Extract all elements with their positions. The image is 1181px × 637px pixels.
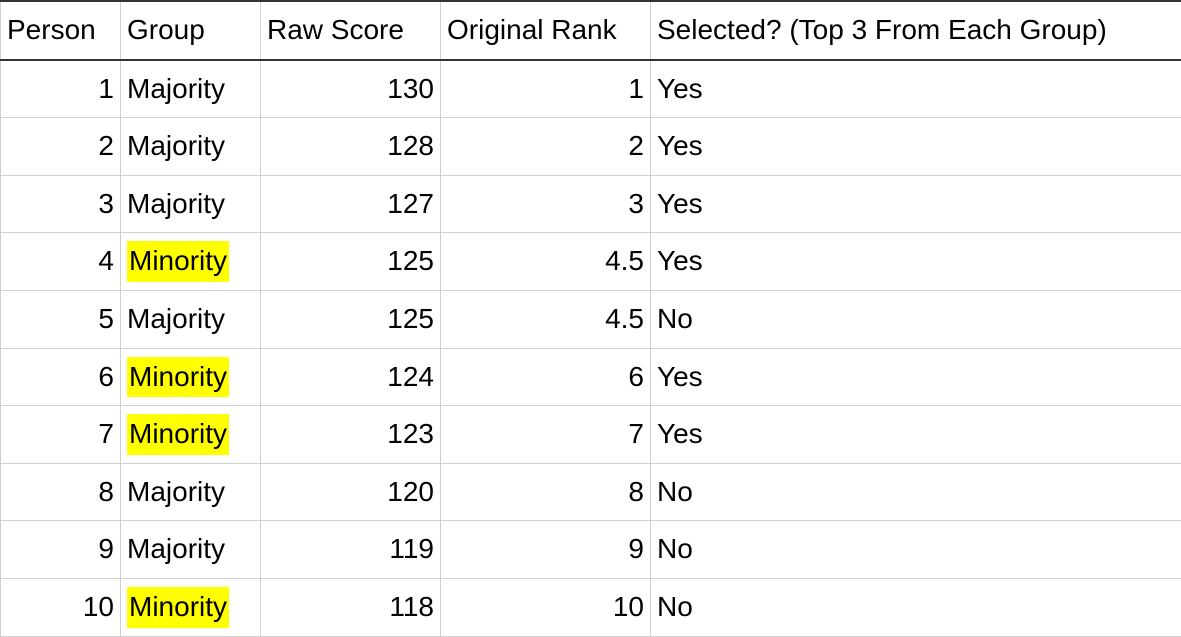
cell-person: 10: [1, 578, 121, 636]
cell-selected: No: [651, 521, 1181, 579]
cell-score: 128: [261, 118, 441, 176]
cell-person: 1: [1, 60, 121, 118]
cell-score: 118: [261, 578, 441, 636]
cell-score: 130: [261, 60, 441, 118]
cell-rank: 6: [441, 348, 651, 406]
cell-selected: Yes: [651, 406, 1181, 464]
table-body: 1Majority1301Yes2Majority1282Yes3Majorit…: [1, 60, 1181, 636]
header-row: Person Group Raw Score Original Rank Sel…: [1, 1, 1181, 60]
cell-score: 123: [261, 406, 441, 464]
cell-group: Majority: [121, 60, 261, 118]
header-rank: Original Rank: [441, 1, 651, 60]
group-highlight: Minority: [127, 357, 229, 398]
cell-selected: No: [651, 290, 1181, 348]
cell-person: 3: [1, 175, 121, 233]
cell-rank: 7: [441, 406, 651, 464]
header-selected: Selected? (Top 3 From Each Group): [651, 1, 1181, 60]
cell-selected: Yes: [651, 175, 1181, 233]
table-row: 6Minority1246Yes: [1, 348, 1181, 406]
cell-person: 9: [1, 521, 121, 579]
cell-group: Minority: [121, 348, 261, 406]
cell-score: 125: [261, 290, 441, 348]
table-row: 9Majority1199No: [1, 521, 1181, 579]
table-row: 3Majority1273Yes: [1, 175, 1181, 233]
table-row: 2Majority1282Yes: [1, 118, 1181, 176]
cell-score: 127: [261, 175, 441, 233]
header-score: Raw Score: [261, 1, 441, 60]
cell-person: 7: [1, 406, 121, 464]
table-row: 7Minority1237Yes: [1, 406, 1181, 464]
cell-rank: 4.5: [441, 290, 651, 348]
table-row: 8Majority1208No: [1, 463, 1181, 521]
cell-rank: 2: [441, 118, 651, 176]
table-row: 4Minority 1254.5Yes: [1, 233, 1181, 291]
cell-rank: 3: [441, 175, 651, 233]
cell-selected: Yes: [651, 348, 1181, 406]
cell-selected: No: [651, 578, 1181, 636]
cell-rank: 9: [441, 521, 651, 579]
group-highlight: Minority: [127, 414, 229, 455]
cell-rank: 1: [441, 60, 651, 118]
cell-selected: Yes: [651, 118, 1181, 176]
cell-group: Minority: [121, 406, 261, 464]
cell-selected: No: [651, 463, 1181, 521]
cell-group: Majority: [121, 463, 261, 521]
cell-group: Majority: [121, 521, 261, 579]
cell-selected: Yes: [651, 60, 1181, 118]
cell-score: 124: [261, 348, 441, 406]
cell-group: Minority: [121, 233, 261, 291]
cell-score: 119: [261, 521, 441, 579]
cell-person: 8: [1, 463, 121, 521]
cell-group: Majority: [121, 175, 261, 233]
cell-score: 120: [261, 463, 441, 521]
cell-rank: 8: [441, 463, 651, 521]
table-row: 1Majority1301Yes: [1, 60, 1181, 118]
group-highlight: Minority: [127, 241, 229, 282]
cell-group: Minority: [121, 578, 261, 636]
cell-group: Majority: [121, 290, 261, 348]
header-group: Group: [121, 1, 261, 60]
data-table: Person Group Raw Score Original Rank Sel…: [0, 0, 1181, 637]
cell-score: 125: [261, 233, 441, 291]
cell-person: 2: [1, 118, 121, 176]
group-highlight: Minority: [127, 587, 229, 628]
cell-rank: 4.5: [441, 233, 651, 291]
cell-rank: 10: [441, 578, 651, 636]
header-person: Person: [1, 1, 121, 60]
cell-person: 6: [1, 348, 121, 406]
table-row: 10Minority11810No: [1, 578, 1181, 636]
cell-selected: Yes: [651, 233, 1181, 291]
cell-group: Majority: [121, 118, 261, 176]
table-row: 5Majority1254.5No: [1, 290, 1181, 348]
cell-person: 5: [1, 290, 121, 348]
cell-person: 4: [1, 233, 121, 291]
